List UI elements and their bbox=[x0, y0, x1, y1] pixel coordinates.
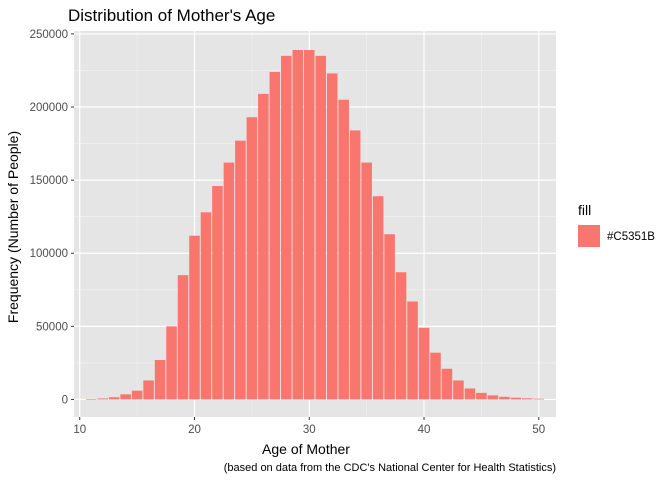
bar bbox=[453, 380, 464, 400]
y-axis-title: Frequency (Number of People) bbox=[5, 131, 21, 323]
bar bbox=[395, 272, 407, 400]
bar bbox=[464, 388, 476, 400]
y-tick-label: 150000 bbox=[30, 175, 68, 187]
x-tick-label: 30 bbox=[303, 424, 316, 436]
x-tick-label: 20 bbox=[188, 424, 201, 436]
bar bbox=[303, 50, 315, 400]
bar bbox=[143, 380, 154, 400]
bar bbox=[349, 130, 361, 400]
bar bbox=[246, 117, 258, 400]
x-tick-label: 10 bbox=[73, 424, 86, 436]
bar bbox=[338, 99, 349, 400]
bar bbox=[212, 185, 223, 400]
x-tick-label: 40 bbox=[418, 424, 431, 436]
bar bbox=[258, 93, 269, 400]
bar bbox=[223, 162, 235, 400]
y-axis-ticks: 0 50000 100000 150000 200000 250000 bbox=[30, 29, 74, 406]
bar bbox=[384, 234, 395, 400]
bar bbox=[326, 73, 338, 400]
legend-key bbox=[578, 225, 600, 247]
bar bbox=[189, 235, 200, 400]
y-tick-label: 100000 bbox=[30, 248, 68, 260]
bar bbox=[372, 196, 384, 400]
bar bbox=[418, 327, 430, 400]
bar bbox=[487, 395, 499, 400]
bar bbox=[407, 301, 418, 400]
bar bbox=[154, 359, 166, 400]
bar bbox=[269, 71, 281, 400]
y-tick-label: 0 bbox=[62, 394, 68, 406]
x-axis-title: Age of Mother bbox=[262, 441, 350, 457]
chart-title: Distribution of Mother's Age bbox=[68, 6, 275, 25]
y-tick-label: 200000 bbox=[30, 102, 68, 114]
x-axis-ticks: 10 20 30 40 50 bbox=[73, 417, 545, 436]
bar bbox=[522, 398, 533, 400]
bar bbox=[441, 368, 453, 400]
bar bbox=[120, 394, 131, 400]
bar bbox=[281, 55, 292, 400]
legend-label: #C5351B bbox=[607, 231, 655, 243]
bar bbox=[499, 396, 510, 400]
bar bbox=[177, 275, 189, 400]
y-tick-label: 50000 bbox=[36, 321, 68, 333]
bar bbox=[315, 55, 327, 400]
bar bbox=[166, 326, 177, 400]
bar bbox=[85, 399, 97, 400]
bar bbox=[292, 50, 304, 400]
bar bbox=[510, 397, 522, 400]
bar bbox=[108, 397, 120, 400]
legend: fill #C5351B bbox=[578, 202, 655, 247]
y-tick-label: 250000 bbox=[30, 29, 68, 41]
bar bbox=[430, 352, 441, 400]
bar bbox=[200, 212, 212, 400]
x-tick-label: 50 bbox=[532, 424, 545, 436]
legend-title: fill bbox=[578, 202, 591, 218]
bar bbox=[97, 398, 108, 400]
bars bbox=[85, 50, 545, 400]
bar bbox=[476, 392, 487, 400]
bar bbox=[131, 390, 143, 400]
bar bbox=[361, 162, 372, 400]
chart-caption: (based on data from the CDC's National C… bbox=[224, 462, 556, 474]
plot-panel bbox=[74, 31, 556, 417]
minor-gridlines bbox=[74, 31, 556, 417]
bar bbox=[533, 398, 545, 400]
bar bbox=[235, 140, 246, 400]
